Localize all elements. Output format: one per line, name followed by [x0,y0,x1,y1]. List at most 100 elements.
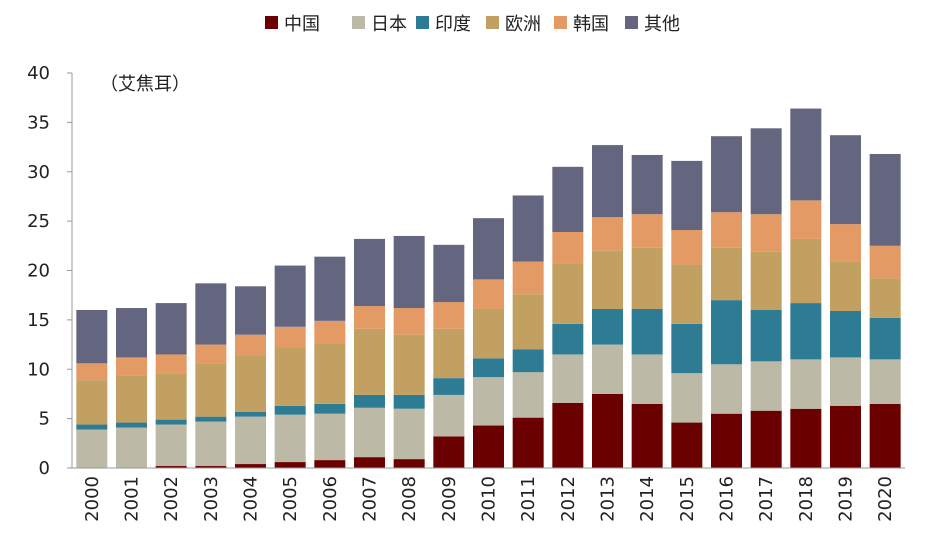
bar-stack-2002 [155,303,187,468]
bar-stack-2016 [711,136,742,468]
legend: 中国 日本 印度 欧洲 韩国 其他 [265,14,680,35]
legend-swatch [352,16,365,29]
bar-segment-欧洲-2005 [274,347,306,406]
x-tick-label: 2018 [796,476,817,522]
x-tick-label: 2010 [479,476,500,522]
bar-segment-韩国-2004 [235,334,266,356]
legend-item-日本: 日本 [352,14,407,35]
y-tick-label: 15 [27,310,50,331]
bar-segment-日本-2000 [76,429,108,468]
bar-segment-其他-2006 [314,256,346,321]
bar-segment-印度-2010 [473,358,504,378]
x-tick-label: 2014 [637,476,658,522]
bar-segment-其他-2017 [750,128,782,215]
bar-segment-印度-2019 [830,310,861,358]
bar-segment-印度-2008 [393,394,425,409]
bar-segment-日本-2005 [274,414,306,463]
x-tick-label: 2005 [280,476,301,522]
bar-segment-其他-2020 [869,153,901,246]
bars [76,108,901,468]
bar-segment-中国-2014 [631,403,663,468]
bar-stack-2020 [869,153,901,468]
x-tick-label: 2000 [82,476,103,522]
bar-segment-欧洲-2016 [711,247,742,301]
bar-segment-韩国-2009 [433,302,465,329]
bar-segment-中国-2013 [592,393,623,468]
bar-stack-2014 [631,154,663,468]
bar-segment-印度-2011 [512,349,544,373]
bar-segment-日本-2015 [671,373,703,423]
bar-segment-中国-2012 [552,402,584,468]
legend-swatch [265,16,278,29]
x-tick-label: 2008 [399,476,420,522]
x-tick-label: 2012 [558,476,579,522]
bar-segment-印度-2018 [790,303,822,360]
bar-segment-日本-2012 [552,354,584,403]
bar-segment-欧洲-2015 [671,264,703,324]
bar-segment-日本-2013 [592,344,623,394]
bar-segment-欧洲-2007 [354,328,385,395]
bar-segment-韩国-2012 [552,231,584,264]
bar-segment-印度-2006 [314,403,346,414]
bar-segment-中国-2002 [155,466,187,468]
y-tick-label: 40 [27,63,50,84]
bar-stack-2007 [354,238,385,468]
bar-segment-印度-2005 [274,405,306,415]
bar-segment-日本-2016 [711,364,742,414]
bar-segment-韩国-2019 [830,224,861,262]
bar-segment-中国-2005 [274,462,306,468]
bar-segment-中国-2020 [869,403,901,468]
bar-segment-印度-2013 [592,309,623,345]
y-tick-label: 10 [27,359,50,380]
bar-segment-日本-2003 [195,421,227,467]
bar-segment-其他-2005 [274,265,306,327]
legend-item-印度: 印度 [416,14,471,35]
bar-stack-2019 [830,135,861,468]
bar-segment-其他-2000 [76,310,108,364]
bar-segment-韩国-2002 [155,354,187,374]
x-tick-label: 2016 [717,476,738,522]
bar-segment-韩国-2011 [512,261,544,295]
bar-segment-欧洲-2010 [473,309,504,359]
y-tick-label: 0 [39,458,50,479]
bar-segment-韩国-2017 [750,214,782,252]
y-tick-label: 5 [39,409,50,430]
y-tick-label: 25 [27,211,50,232]
bar-stack-2003 [195,283,227,468]
bar-stack-2008 [393,235,425,468]
legend-swatch [416,16,429,29]
bar-segment-印度-2009 [433,378,465,395]
bar-segment-印度-2004 [235,411,266,417]
x-axis: 2000 2001 2002 2003 2004 2005 2006 2007 2008 2009… [72,467,905,522]
bar-segment-其他-2008 [393,235,425,309]
bar-segment-日本-2002 [155,424,187,467]
bar-segment-欧洲-2019 [830,261,861,311]
legend-item-其他: 其他 [625,14,680,35]
bar-segment-韩国-2001 [116,357,147,376]
bar-segment-欧洲-2009 [433,328,465,379]
bar-stack-2001 [116,308,147,468]
legend-label: 其他 [644,14,680,35]
x-tick-label: 2001 [122,476,143,522]
bar-segment-印度-2012 [552,323,584,355]
bar-segment-其他-2009 [433,244,465,303]
bar-segment-其他-2002 [155,303,187,355]
bar-segment-韩国-2007 [354,306,385,329]
bar-segment-其他-2011 [512,195,544,262]
bar-segment-日本-2018 [790,359,822,409]
bar-stack-2009 [433,244,465,468]
bar-segment-韩国-2018 [790,200,822,239]
y-tick-label: 20 [27,261,50,282]
bar-segment-韩国-2020 [869,245,901,279]
bar-segment-中国-2018 [790,408,822,468]
bar-segment-中国-2007 [354,457,385,468]
legend-item-中国: 中国 [265,14,320,35]
bar-segment-韩国-2013 [592,217,623,251]
bar-segment-日本-2001 [116,427,147,468]
x-tick-label: 2004 [241,476,262,522]
bar-segment-欧洲-2013 [592,250,623,310]
bar-stack-2012 [552,166,584,468]
bar-segment-韩国-2005 [274,326,306,348]
bar-segment-欧洲-2000 [76,380,108,425]
bar-stack-2015 [671,160,703,468]
